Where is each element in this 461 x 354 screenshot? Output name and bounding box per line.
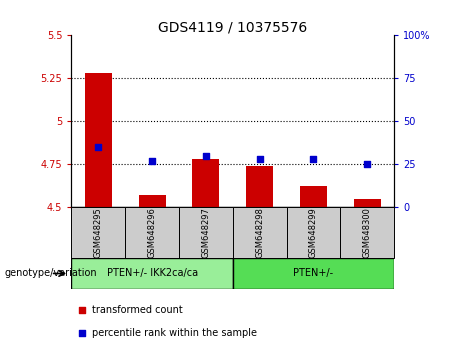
Point xyxy=(256,156,263,162)
Bar xyxy=(233,258,394,289)
Bar xyxy=(71,207,125,258)
Bar xyxy=(125,207,179,258)
Point xyxy=(202,153,210,159)
Point xyxy=(310,156,317,162)
Point xyxy=(78,307,85,313)
Bar xyxy=(354,199,381,207)
Bar xyxy=(71,258,233,289)
Text: GSM648298: GSM648298 xyxy=(255,207,264,258)
Bar xyxy=(246,166,273,207)
Text: GSM648300: GSM648300 xyxy=(363,207,372,258)
Text: transformed count: transformed count xyxy=(92,305,183,315)
Text: genotype/variation: genotype/variation xyxy=(5,268,97,279)
Text: GSM648299: GSM648299 xyxy=(309,207,318,258)
Bar xyxy=(179,207,233,258)
Bar xyxy=(85,73,112,207)
Text: GSM648295: GSM648295 xyxy=(94,207,103,258)
Text: GSM648296: GSM648296 xyxy=(148,207,157,258)
Bar xyxy=(300,187,327,207)
Point xyxy=(95,144,102,150)
Bar xyxy=(139,195,165,207)
Bar xyxy=(340,207,394,258)
Point xyxy=(78,330,85,335)
Text: PTEN+/- IKK2ca/ca: PTEN+/- IKK2ca/ca xyxy=(106,268,198,279)
Point xyxy=(364,161,371,167)
Bar xyxy=(287,207,340,258)
Text: percentile rank within the sample: percentile rank within the sample xyxy=(92,327,257,338)
Text: GSM648297: GSM648297 xyxy=(201,207,210,258)
Title: GDS4119 / 10375576: GDS4119 / 10375576 xyxy=(158,20,307,34)
Text: PTEN+/-: PTEN+/- xyxy=(293,268,334,279)
Bar xyxy=(193,159,219,207)
Bar xyxy=(233,207,287,258)
Point xyxy=(148,158,156,164)
